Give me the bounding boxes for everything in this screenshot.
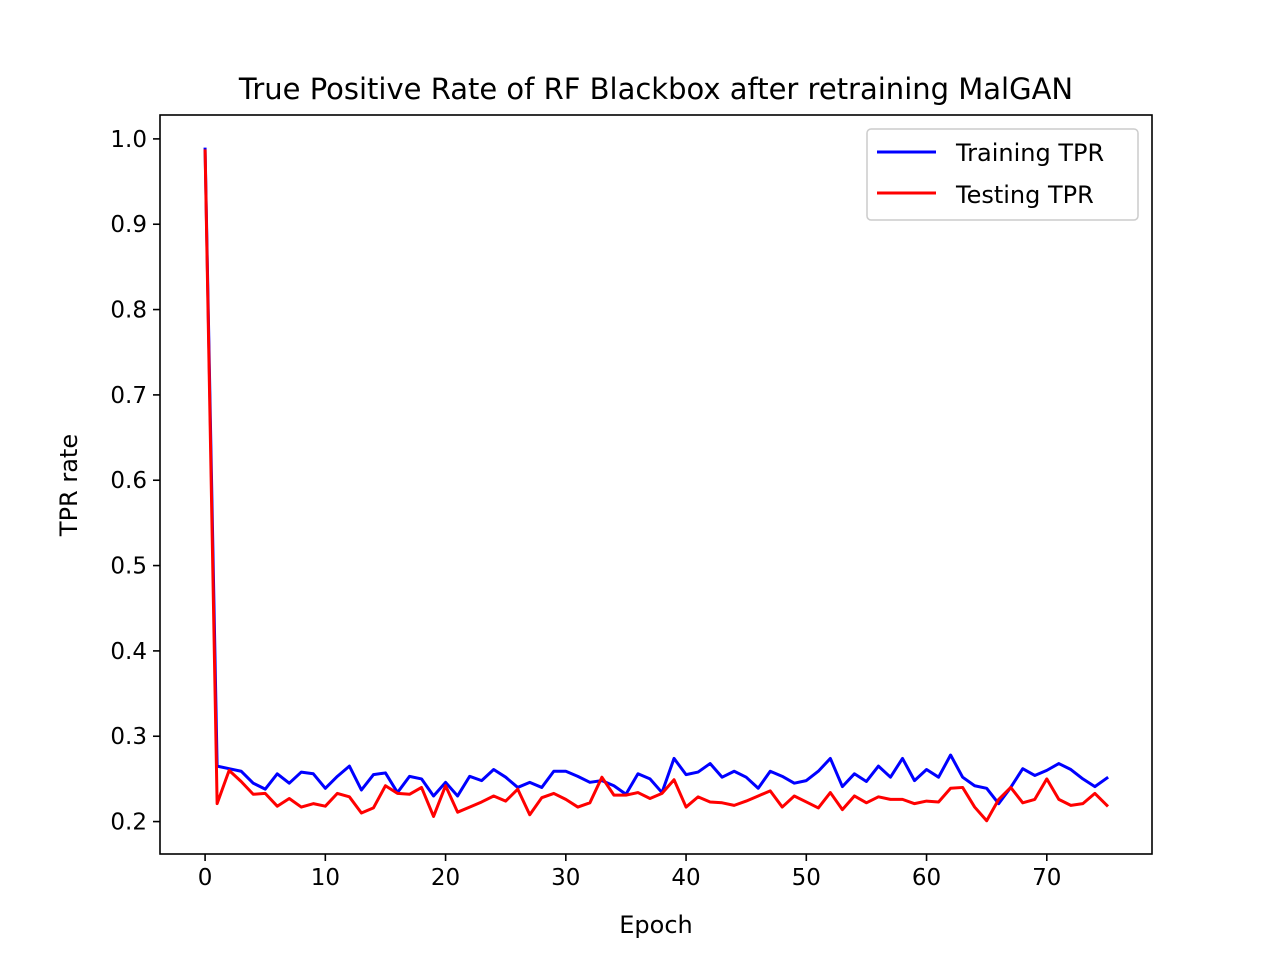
series-line-testing-tpr xyxy=(203,149,1110,823)
legend-label-testing: Testing TPR xyxy=(955,181,1094,209)
y-tick-label: 0.3 xyxy=(110,724,147,750)
y-tick-label: 1.0 xyxy=(110,127,147,153)
series-line-training-tpr xyxy=(203,147,1110,806)
x-tick-label: 20 xyxy=(431,865,460,891)
x-tick-label: 0 xyxy=(198,865,213,891)
x-tick-label: 60 xyxy=(912,865,941,891)
y-tick-label: 0.7 xyxy=(110,383,147,409)
y-axis-label: TPR rate xyxy=(55,434,83,537)
x-axis: 0 10 20 30 40 50 60 70 xyxy=(198,854,1061,891)
legend-label-training: Training TPR xyxy=(955,139,1104,167)
x-tick-label: 40 xyxy=(671,865,700,891)
y-tick-label: 0.8 xyxy=(110,298,147,324)
x-tick-label: 50 xyxy=(792,865,821,891)
y-tick-label: 0.4 xyxy=(110,639,147,665)
x-tick-label: 10 xyxy=(311,865,340,891)
y-tick-label: 0.6 xyxy=(110,468,147,494)
x-axis-label: Epoch xyxy=(619,911,693,939)
chart-title: True Positive Rate of RF Blackbox after … xyxy=(238,72,1073,106)
y-tick-label: 0.2 xyxy=(110,810,147,836)
y-axis: 0.2 0.3 0.4 0.5 0.6 0.7 0.8 0.9 1.0 xyxy=(110,127,160,836)
y-tick-label: 0.9 xyxy=(110,212,147,238)
legend: Training TPR Testing TPR xyxy=(866,128,1139,221)
y-tick-label: 0.5 xyxy=(110,554,147,580)
x-tick-label: 70 xyxy=(1032,865,1061,891)
plot-frame xyxy=(159,114,1153,855)
series-layer xyxy=(203,147,1110,823)
x-tick-label: 30 xyxy=(551,865,580,891)
